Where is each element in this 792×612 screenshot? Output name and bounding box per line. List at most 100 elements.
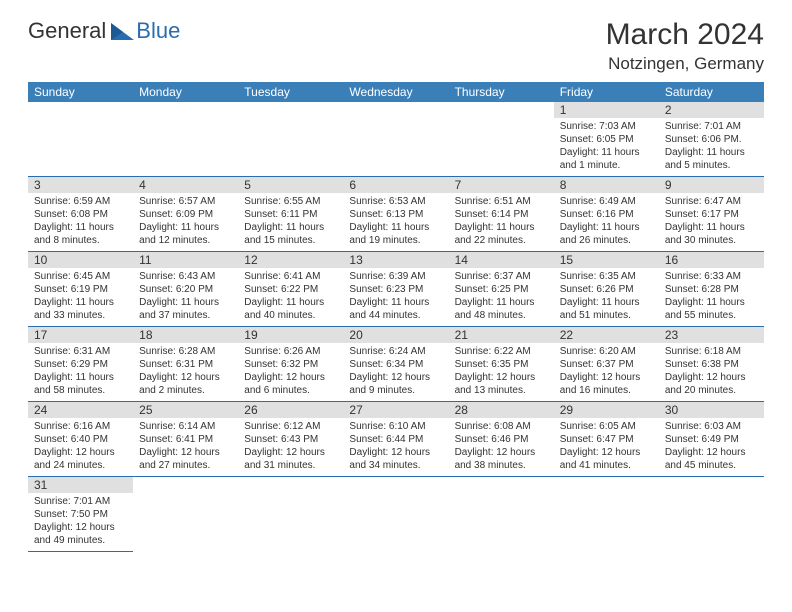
day-line: Sunset: 6:17 PM [665,208,758,221]
day-line: Daylight: 11 hours [665,221,758,234]
day-line: Daylight: 11 hours [560,221,653,234]
day-line: Daylight: 12 hours [455,371,548,384]
day-line: and 33 minutes. [34,309,127,322]
day-line: Sunrise: 7:01 AM [34,495,127,508]
day-line: Sunrise: 6:18 AM [665,345,758,358]
day-line: Sunset: 6:20 PM [139,283,232,296]
day-line: Daylight: 11 hours [349,221,442,234]
day-line: Sunset: 6:32 PM [244,358,337,371]
day-line: Sunrise: 6:08 AM [455,420,548,433]
day-line: Sunset: 6:35 PM [455,358,548,371]
day-number: 25 [133,402,238,418]
calendar-row: 1Sunrise: 7:03 AMSunset: 6:05 PMDaylight… [28,102,764,177]
calendar-cell: 27Sunrise: 6:10 AMSunset: 6:44 PMDayligh… [343,402,448,477]
day-line: Sunrise: 6:51 AM [455,195,548,208]
day-line: Sunset: 6:09 PM [139,208,232,221]
calendar-cell: 15Sunrise: 6:35 AMSunset: 6:26 PMDayligh… [554,252,659,327]
day-number: 7 [449,177,554,193]
day-line: Sunrise: 6:14 AM [139,420,232,433]
day-line: and 22 minutes. [455,234,548,247]
calendar-cell: 3Sunrise: 6:59 AMSunset: 6:08 PMDaylight… [28,177,133,252]
header: General Blue March 2024 Notzingen, Germa… [28,18,764,74]
day-data: Sunrise: 6:22 AMSunset: 6:35 PMDaylight:… [449,343,554,401]
day-number: 8 [554,177,659,193]
calendar-cell: 28Sunrise: 6:08 AMSunset: 6:46 PMDayligh… [449,402,554,477]
day-line: Daylight: 12 hours [34,521,127,534]
day-number: 2 [659,102,764,118]
day-line: Daylight: 11 hours [349,296,442,309]
logo: General Blue [28,18,180,44]
page-title: March 2024 [606,18,764,52]
day-data: Sunrise: 6:24 AMSunset: 6:34 PMDaylight:… [343,343,448,401]
weekday-header: Tuesday [238,82,343,102]
day-number: 18 [133,327,238,343]
day-line: Sunrise: 6:26 AM [244,345,337,358]
title-block: March 2024 Notzingen, Germany [606,18,764,74]
day-line: Sunrise: 6:31 AM [34,345,127,358]
weekday-header: Thursday [449,82,554,102]
day-line: Daylight: 11 hours [139,221,232,234]
day-number: 10 [28,252,133,268]
day-line: Sunset: 6:25 PM [455,283,548,296]
calendar-cell [449,102,554,177]
day-line: Daylight: 11 hours [34,371,127,384]
day-line: Daylight: 12 hours [349,371,442,384]
day-data: Sunrise: 6:51 AMSunset: 6:14 PMDaylight:… [449,193,554,251]
calendar-cell: 2Sunrise: 7:01 AMSunset: 6:06 PM.Dayligh… [659,102,764,177]
day-line: Sunset: 6:16 PM [560,208,653,221]
day-line: Sunset: 6:43 PM [244,433,337,446]
calendar-cell: 5Sunrise: 6:55 AMSunset: 6:11 PMDaylight… [238,177,343,252]
day-line: and 27 minutes. [139,459,232,472]
day-line: Sunset: 6:46 PM [455,433,548,446]
calendar-cell: 21Sunrise: 6:22 AMSunset: 6:35 PMDayligh… [449,327,554,402]
calendar-cell: 13Sunrise: 6:39 AMSunset: 6:23 PMDayligh… [343,252,448,327]
calendar-cell: 4Sunrise: 6:57 AMSunset: 6:09 PMDaylight… [133,177,238,252]
weekday-header: Monday [133,82,238,102]
flag-icon [110,20,136,42]
calendar-cell [343,102,448,177]
day-line: Sunrise: 6:33 AM [665,270,758,283]
day-line: Daylight: 12 hours [560,446,653,459]
logo-text-blue: Blue [136,18,180,44]
calendar-cell: 14Sunrise: 6:37 AMSunset: 6:25 PMDayligh… [449,252,554,327]
calendar-cell [28,102,133,177]
calendar-cell: 10Sunrise: 6:45 AMSunset: 6:19 PMDayligh… [28,252,133,327]
day-data: Sunrise: 6:53 AMSunset: 6:13 PMDaylight:… [343,193,448,251]
day-data: Sunrise: 7:01 AMSunset: 7:50 PMDaylight:… [28,493,133,551]
day-line: and 37 minutes. [139,309,232,322]
calendar-cell [659,477,764,552]
day-line: and 38 minutes. [455,459,548,472]
day-line: Daylight: 11 hours [560,146,653,159]
day-data: Sunrise: 6:39 AMSunset: 6:23 PMDaylight:… [343,268,448,326]
day-line: and 58 minutes. [34,384,127,397]
day-line: Sunset: 6:19 PM [34,283,127,296]
day-line: Daylight: 12 hours [244,446,337,459]
day-data: Sunrise: 6:05 AMSunset: 6:47 PMDaylight:… [554,418,659,476]
day-line: and 6 minutes. [244,384,337,397]
day-line: and 19 minutes. [349,234,442,247]
day-line: and 24 minutes. [34,459,127,472]
day-number: 14 [449,252,554,268]
day-data: Sunrise: 6:55 AMSunset: 6:11 PMDaylight:… [238,193,343,251]
calendar-cell [343,477,448,552]
day-line: and 44 minutes. [349,309,442,322]
day-line: Sunset: 6:06 PM. [665,133,758,146]
day-line: and 26 minutes. [560,234,653,247]
day-line: Daylight: 12 hours [139,446,232,459]
day-data: Sunrise: 6:37 AMSunset: 6:25 PMDaylight:… [449,268,554,326]
day-line: Daylight: 11 hours [665,146,758,159]
calendar-cell: 8Sunrise: 6:49 AMSunset: 6:16 PMDaylight… [554,177,659,252]
day-line: Sunrise: 6:53 AM [349,195,442,208]
day-line: Sunrise: 6:22 AM [455,345,548,358]
weekday-header: Saturday [659,82,764,102]
weekday-header-row: Sunday Monday Tuesday Wednesday Thursday… [28,82,764,102]
day-line: and 2 minutes. [139,384,232,397]
day-line: Sunset: 6:05 PM [560,133,653,146]
weekday-header: Wednesday [343,82,448,102]
day-line: Sunset: 6:40 PM [34,433,127,446]
calendar-cell: 6Sunrise: 6:53 AMSunset: 6:13 PMDaylight… [343,177,448,252]
day-data: Sunrise: 6:35 AMSunset: 6:26 PMDaylight:… [554,268,659,326]
day-number: 16 [659,252,764,268]
day-number: 22 [554,327,659,343]
logo-text-general: General [28,18,106,44]
